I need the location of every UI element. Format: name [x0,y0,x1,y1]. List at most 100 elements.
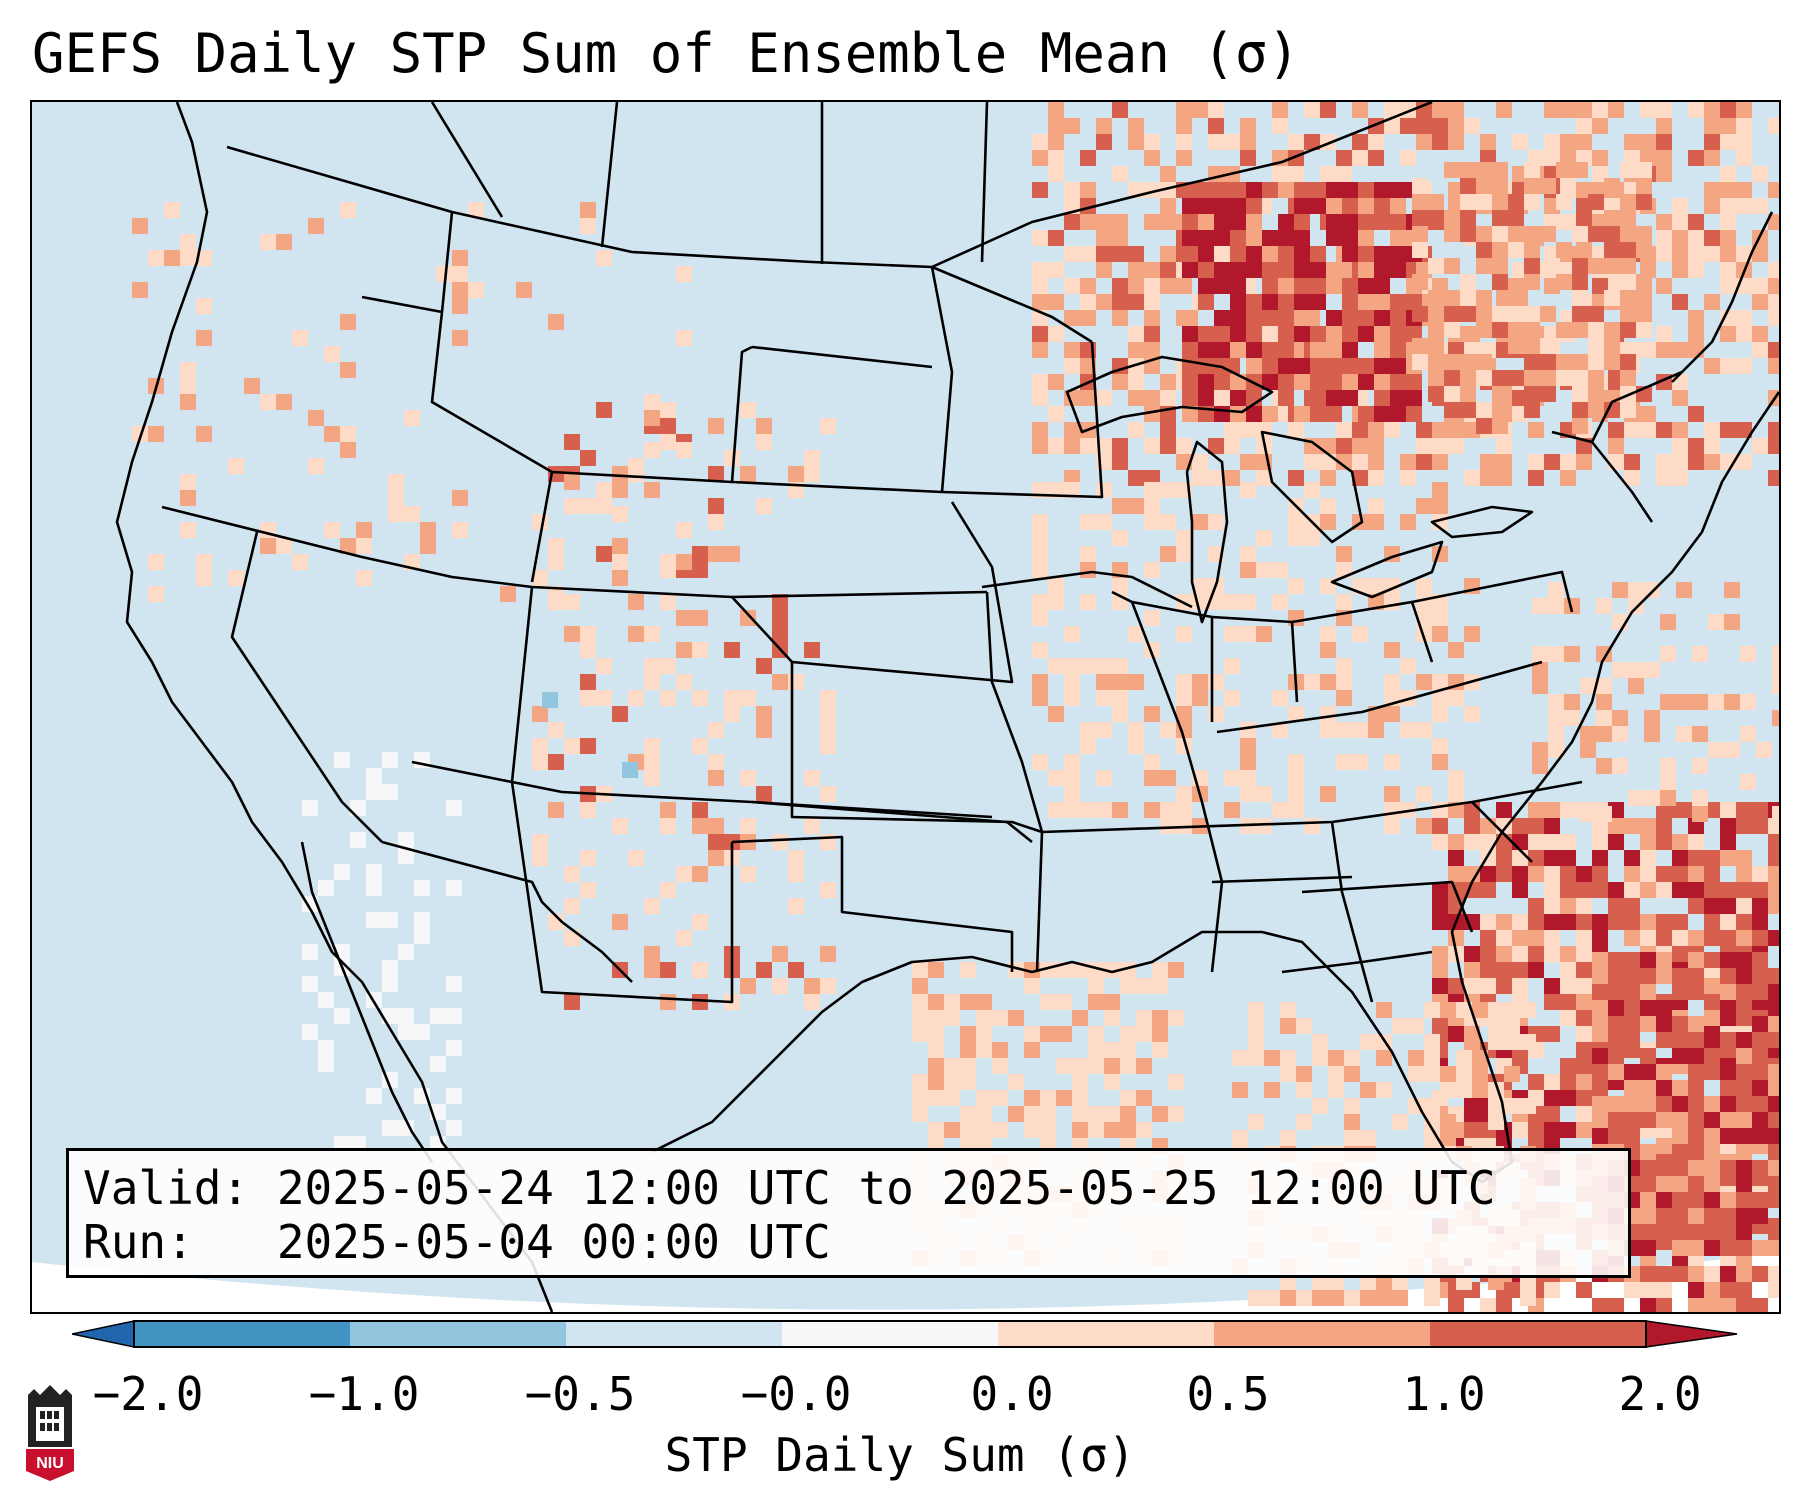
stp-cell [1672,198,1688,214]
stp-cell [1520,1034,1536,1050]
stp-cell [1096,214,1112,230]
stp-cell [1358,182,1374,198]
stp-cell [1692,726,1708,742]
stp-cell [1344,1050,1360,1066]
stp-cell [1342,390,1358,406]
stp-cell [1080,390,1096,406]
stp-cell [1048,134,1064,150]
stp-cell [1640,818,1656,834]
stp-cell [1640,1064,1656,1080]
stp-cell [1032,438,1048,454]
stp-cell [1432,882,1448,898]
stp-cell [564,434,580,450]
stp-cell [1176,102,1192,118]
stp-cell [1390,262,1406,278]
stp-cell [1504,1034,1520,1050]
stp-cell [976,1090,992,1106]
stp-cell [1144,754,1160,770]
stp-cell [1524,242,1540,258]
stp-cell [1444,210,1460,226]
stp-cell [1080,214,1096,230]
stp-cell [1736,454,1752,470]
stp-cell [912,1090,928,1106]
stp-cell [1576,978,1592,994]
stp-cell [1604,354,1620,370]
stp-cell [1296,1114,1312,1130]
stp-cell [772,946,788,962]
stp-cell [1358,246,1374,262]
stp-cell [1656,1160,1672,1176]
stp-cell [1230,246,1246,262]
stp-cell [1432,674,1448,690]
stp-cell [1432,690,1448,706]
stp-cell [1232,1130,1248,1146]
stp-cell [1688,342,1704,358]
stp-cell [1768,182,1779,198]
stp-cell [548,314,564,330]
stp-cell [1176,278,1192,294]
stp-cell [1644,710,1660,726]
stp-cell [324,426,340,442]
stp-cell [1064,786,1080,802]
stp-cell [1288,134,1304,150]
stp-cell [180,522,196,538]
stp-cell [1488,1002,1504,1018]
stp-cell [1520,1002,1536,1018]
stp-cell [1230,278,1246,294]
stp-cell [516,282,532,298]
stp-cell [1704,230,1720,246]
stp-cell [1704,246,1720,262]
stp-cell [1024,1106,1040,1122]
stp-cell [1230,326,1246,342]
colorbar-bin-7 [1430,1321,1646,1347]
stp-cell [1544,1074,1560,1090]
stp-cell [1198,374,1214,390]
stp-cell [1624,1282,1640,1298]
stp-cell [1464,802,1480,818]
stp-cell [1672,1266,1688,1282]
stp-cell [1080,562,1096,578]
stp-cell [148,554,164,570]
stp-cell [1192,514,1208,530]
stp-cell [1720,1192,1736,1208]
stp-cell [1374,406,1390,422]
stp-cell [660,594,676,610]
stp-cell [1460,178,1476,194]
stp-cell [1604,210,1620,226]
stp-cell [1096,658,1112,674]
stp-cell [944,1090,960,1106]
stp-cell [1424,1034,1440,1050]
stp-cell [1294,310,1310,326]
stp-cell [398,944,414,960]
stp-cell [1448,642,1464,658]
stp-cell [1688,1208,1704,1224]
stp-cell [1512,134,1528,150]
stp-cell [548,538,564,554]
stp-cell [1476,178,1492,194]
stp-cell [1080,310,1096,326]
stp-cell [1768,358,1779,374]
stp-cell [1262,230,1278,246]
stp-cell [340,426,356,442]
stp-cell [1544,994,1560,1010]
stp-cell [1412,354,1428,370]
stp-cell [340,314,356,330]
stp-cell [1048,770,1064,786]
stp-cell [1160,770,1176,786]
stp-cell [1688,230,1704,246]
stp-cell [1644,582,1660,598]
stp-cell [1588,258,1604,274]
stp-cell [1528,866,1544,882]
stp-cell [1246,358,1262,374]
stp-cell [548,754,564,770]
stp-cell [1496,1298,1512,1312]
stp-cell [1192,690,1208,706]
stp-cell [1240,594,1256,610]
stp-cell [644,658,660,674]
stp-cell [1528,850,1544,866]
stp-cell [1262,310,1278,326]
stp-cell [1136,1026,1152,1042]
stp-cell [532,834,548,850]
stp-cell [1592,850,1608,866]
stp-cell [1588,194,1604,210]
